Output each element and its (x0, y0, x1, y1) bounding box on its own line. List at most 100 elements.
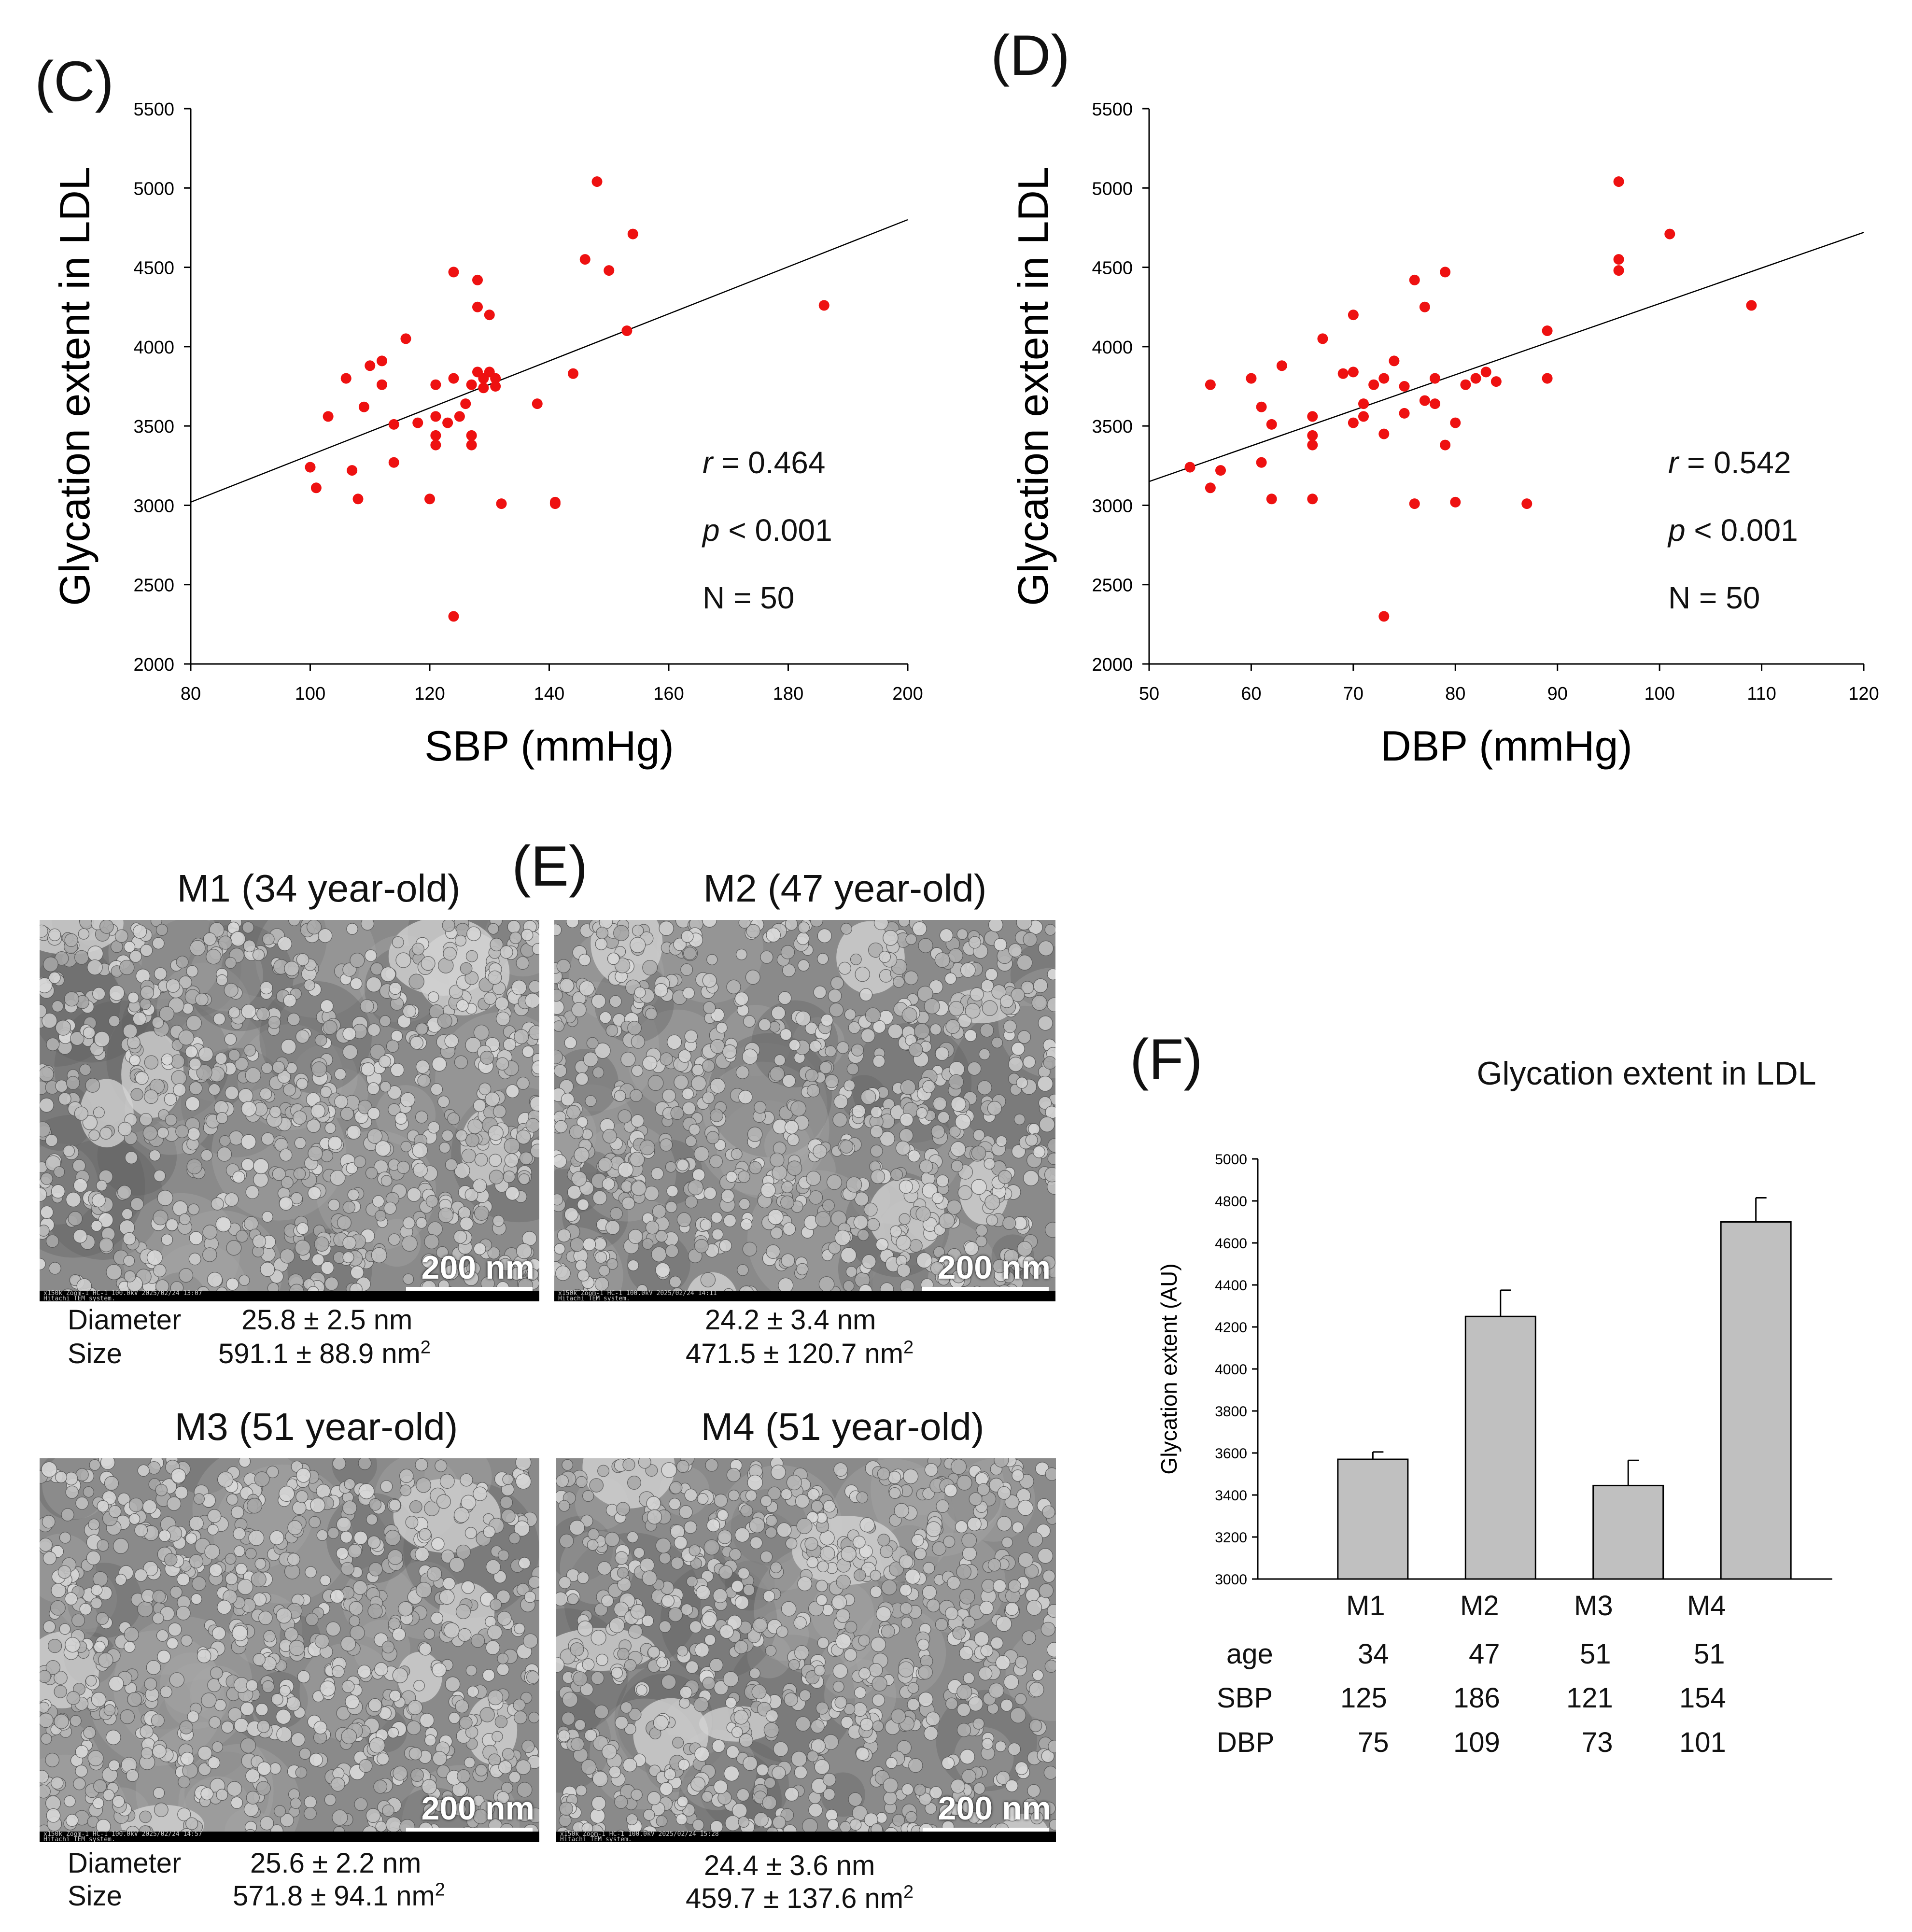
ldl-particle (784, 1692, 798, 1707)
data-point (478, 382, 489, 394)
ldl-particle (50, 1600, 66, 1616)
ldl-particle (109, 985, 125, 1001)
data-point (442, 417, 453, 428)
ldl-particle (788, 1039, 801, 1051)
ldl-particle (297, 1670, 310, 1683)
ldl-particle (82, 1115, 98, 1130)
ldl-particle (96, 1180, 108, 1191)
ldl-particle (456, 999, 469, 1012)
ldl-particle (899, 1554, 914, 1569)
ldl-particle (907, 1698, 920, 1711)
ldl-particle (155, 924, 168, 936)
ldl-particle (760, 1183, 776, 1198)
ldl-particle (834, 1696, 847, 1709)
ldl-particle (134, 1523, 148, 1537)
ldl-particle (576, 1785, 587, 1796)
ldl-particle (436, 1494, 451, 1509)
ldl-particle (308, 1186, 322, 1200)
ldl-particle (710, 1108, 724, 1122)
scale-bar (922, 1287, 1049, 1291)
ldl-particle (1011, 1042, 1025, 1056)
ldl-particle (1016, 1077, 1028, 1089)
ldl-particle (1017, 1241, 1033, 1257)
texture-blob (154, 1679, 255, 1780)
table-row-label-sbp: SBP (1217, 1682, 1273, 1714)
ldl-particle (257, 1720, 270, 1733)
ldl-particle (916, 1252, 932, 1269)
ldl-particle (796, 1518, 813, 1534)
ldl-particle (89, 1459, 101, 1471)
ldl-particle (289, 1640, 305, 1656)
ldl-particle (171, 1070, 187, 1086)
ldl-particle (1047, 997, 1055, 1012)
y-tick-label: 3200 (1215, 1530, 1247, 1546)
ldl-particle (453, 1507, 470, 1523)
ldl-particle (899, 1213, 911, 1225)
ldl-particle (995, 1655, 1011, 1670)
ldl-particle (146, 1660, 161, 1675)
ldl-particle (627, 1021, 642, 1035)
ldl-particle (849, 1819, 862, 1831)
ldl-particle (1027, 1784, 1040, 1798)
ldl-particle (922, 1487, 935, 1500)
ldl-particle (87, 959, 103, 975)
data-point (532, 398, 543, 409)
ldl-particle (660, 1052, 673, 1066)
ldl-particle (955, 1520, 968, 1534)
ldl-particle (872, 1020, 886, 1034)
ldl-particle (379, 1015, 391, 1027)
ldl-particle (602, 1744, 617, 1760)
ldl-particle (295, 1029, 309, 1044)
ldl-particle (899, 1128, 914, 1143)
ldl-particle (316, 1529, 328, 1541)
ldl-particle (269, 1530, 284, 1545)
ldl-particle (554, 1154, 567, 1169)
ldl-particle (581, 1759, 597, 1775)
ldl-particle (932, 1097, 947, 1111)
ldl-particle (334, 1068, 347, 1080)
ldl-particle (91, 1584, 103, 1596)
ldl-particle (772, 1165, 787, 1181)
ldl-particle (608, 1765, 621, 1778)
ldl-particle (749, 1667, 761, 1679)
ldl-particle (780, 1195, 794, 1210)
ldl-particle (674, 1074, 689, 1090)
ldl-particle (919, 1159, 933, 1173)
table-col-header-m2: M2 (1460, 1590, 1499, 1622)
ldl-particle (654, 983, 668, 998)
data-point (400, 333, 411, 344)
ldl-particle (346, 923, 358, 935)
ldl-particle (980, 1023, 994, 1038)
ldl-particle (825, 1074, 839, 1088)
ldl-particle (260, 981, 273, 995)
ldl-particle (192, 1576, 207, 1591)
ldl-particle (694, 1642, 709, 1658)
ldl-particle (296, 1468, 311, 1483)
ldl-particle (200, 1787, 214, 1801)
data-point (430, 379, 441, 390)
ldl-particle (996, 1616, 1012, 1632)
ldl-particle (432, 1751, 447, 1766)
ldl-particle (70, 1031, 84, 1046)
ldl-particle (293, 1110, 307, 1125)
ldl-particle (859, 1544, 873, 1558)
ldl-particle (751, 1684, 767, 1700)
ldl-particle (691, 1075, 707, 1091)
ldl-particle (899, 1584, 912, 1596)
ldl-particle (139, 1113, 153, 1127)
ldl-particle (772, 1765, 786, 1780)
ldl-particle (324, 1794, 337, 1806)
ldl-particle (381, 1640, 394, 1654)
data-point (1378, 428, 1390, 439)
ldl-particle (946, 1199, 962, 1215)
y-tick-label: 3400 (1215, 1488, 1247, 1504)
ldl-particle (256, 1781, 271, 1796)
ldl-particle (517, 1782, 533, 1798)
ldl-particle (135, 1071, 149, 1085)
ldl-particle (908, 1043, 923, 1057)
ldl-particle (607, 952, 620, 965)
ldl-particle (841, 1546, 857, 1562)
ldl-particle (630, 1604, 646, 1620)
ldl-particle (208, 1083, 221, 1096)
ldl-particle (379, 1055, 392, 1068)
